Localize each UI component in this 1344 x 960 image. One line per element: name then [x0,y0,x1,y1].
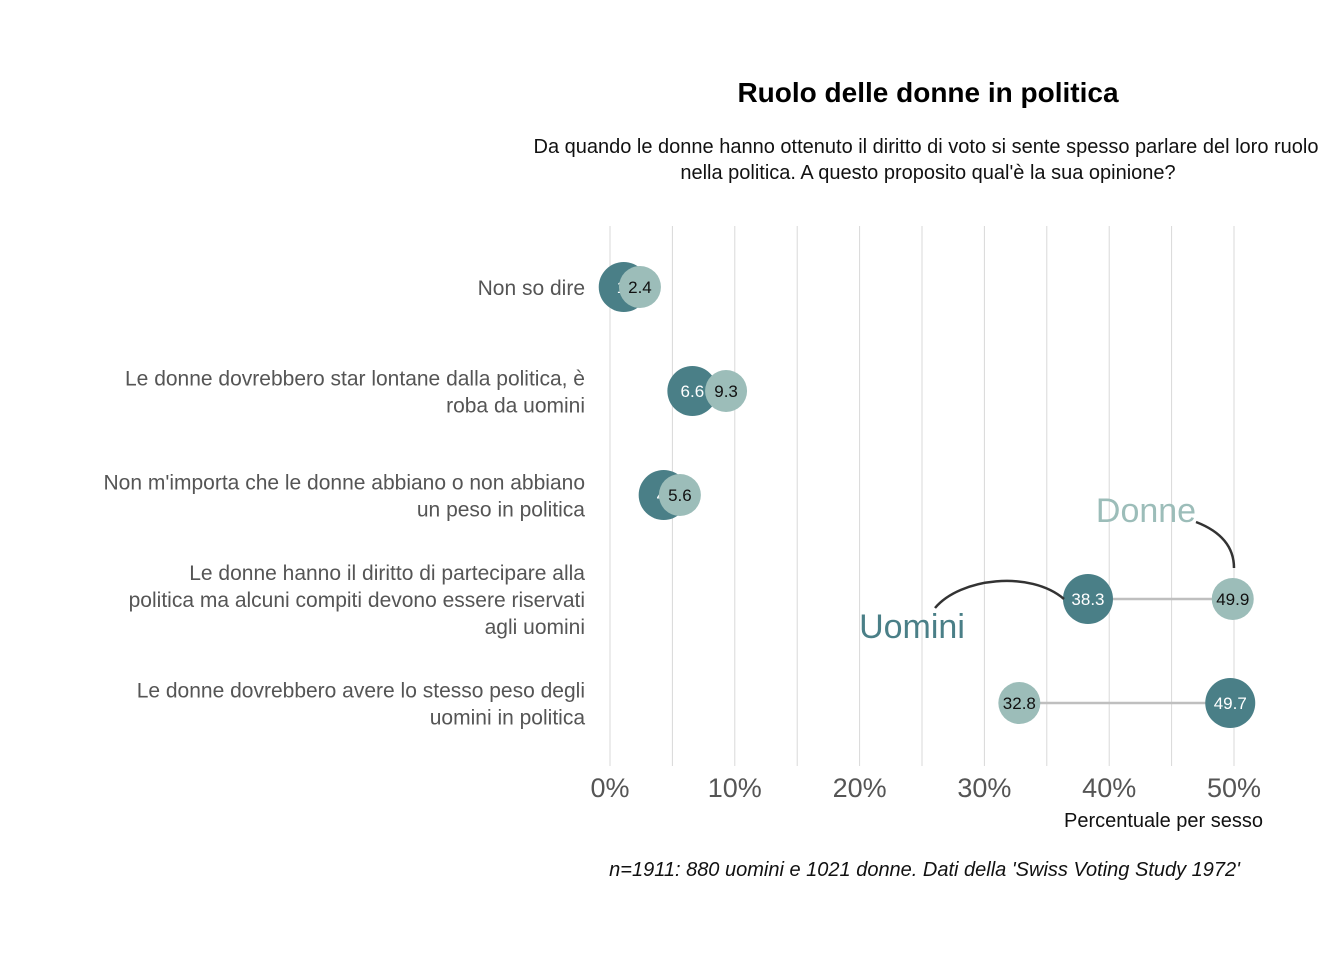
category-labels: Non so dire Le donne dovrebbero star lont… [103,277,585,730]
x-tick-label: 0% [590,773,629,803]
category-label: politica ma alcuni compiti devono essere… [129,589,585,612]
uomini-annotation-label: Uomini [859,608,965,646]
x-tick-label: 40% [1082,773,1136,803]
donne-annotation-arrow [1195,520,1236,569]
plot-area: 1.6.64.38.349.72.49.35.649.932.8UominiDo… [598,262,1256,728]
category-label: roba da uomini [446,395,585,418]
women-value-label: 5.6 [668,486,692,505]
women-value-label: 9.3 [714,382,738,401]
category-label: Le donne hanno il diritto di partecipare… [189,562,585,585]
women-dot [658,474,701,516]
category-label: uomini in politica [430,707,586,730]
x-axis-title: Percentuale per sesso [1064,810,1263,832]
men-value-label: 38.3 [1071,590,1104,609]
uomini-annotation-arrow [934,579,1065,609]
women-dot [705,370,748,412]
category-label: Non so dire [478,277,585,300]
x-tick-label: 10% [708,773,762,803]
category-label: agli uomini [485,616,585,639]
women-dot [618,266,661,308]
x-tick-label: 50% [1207,773,1261,803]
x-tick-label: 20% [833,773,887,803]
category-label: Non m'importa che le donne abbiano o non… [103,472,585,495]
men-value-label: 6.6 [681,382,705,401]
category-label: Le donne dovrebbero avere lo stesso peso… [137,680,585,703]
x-tick-label: 30% [957,773,1011,803]
men-dot [667,366,718,416]
chart-title: Ruolo delle donne in politica [737,77,1119,108]
gridlines [609,226,1235,766]
men-dot [1062,574,1113,624]
men-value-label: 49.7 [1214,694,1247,713]
chart-subtitle-line-1: Da quando le donne hanno ottenuto il dir… [534,136,1319,158]
x-axis: 0% 10% 20% 30% 40% 50% [590,773,1261,803]
women-value-label: 32.8 [1003,694,1036,713]
women-dot [998,682,1041,724]
men-dot [1205,678,1256,728]
caption: n=1911: 880 uomini e 1021 donne. Dati de… [609,859,1241,881]
donne-annotation-label: Donne [1096,492,1196,530]
category-label: Le donne dovrebbero star lontane dalla p… [125,368,585,391]
category-label: un peso in politica [417,499,585,522]
women-value-label: 49.9 [1216,590,1249,609]
women-value-label: 2.4 [628,278,652,297]
chart-subtitle-line-2: nella politica. A questo proposito qual'… [680,162,1175,184]
women-dot [1211,578,1254,620]
